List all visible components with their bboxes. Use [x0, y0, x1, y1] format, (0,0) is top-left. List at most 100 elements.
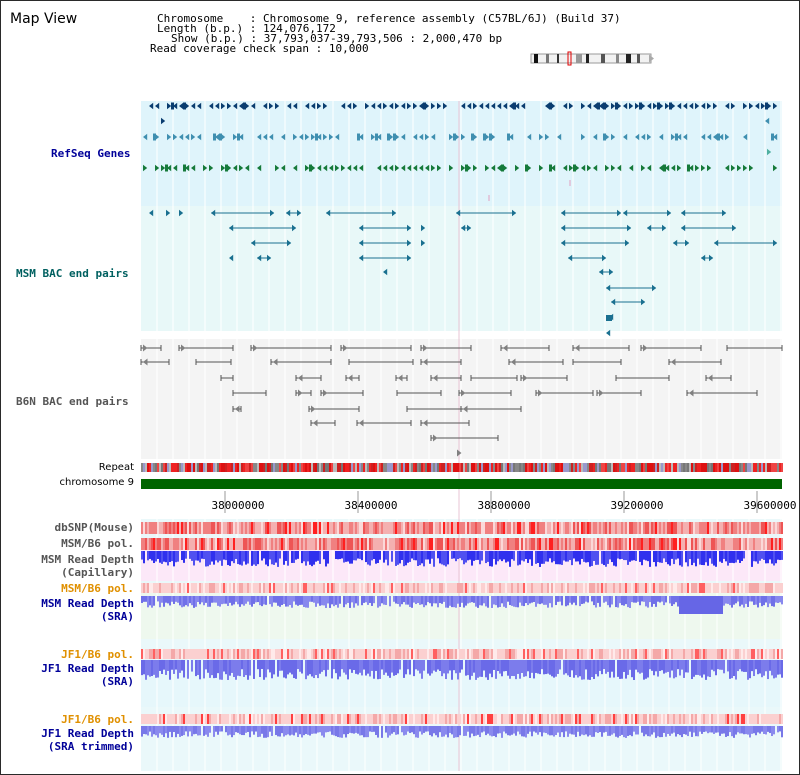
depth-bar [219, 596, 221, 607]
heat-cell [251, 714, 253, 724]
refseq-gene-exon [603, 102, 606, 110]
heat-cell [213, 714, 215, 724]
depth-bar [715, 551, 717, 567]
depth-bar [669, 726, 671, 736]
depth-bar [443, 726, 445, 737]
heat-cell [255, 583, 257, 593]
repeat-segment [229, 463, 231, 472]
heat-cell [697, 714, 699, 724]
heat-cell [741, 583, 743, 593]
depth-bar [199, 726, 201, 736]
depth-bar [753, 726, 755, 734]
depth-bar [217, 726, 219, 735]
depth-bar [205, 726, 207, 735]
depth-bar [271, 660, 273, 679]
heat-cell [607, 538, 609, 550]
depth-bar [207, 596, 209, 607]
depth-bar [327, 660, 329, 670]
refseq-gene-arrow [461, 164, 466, 172]
heat-cell [679, 649, 681, 659]
heat-cell [219, 649, 221, 659]
depth-bar [419, 596, 421, 605]
heat-cell [333, 649, 335, 659]
msm-bac-end-arrow [292, 224, 297, 232]
heat-cell [643, 538, 645, 550]
refseq-gene-arrow [761, 102, 766, 110]
heat-cell [523, 522, 525, 534]
heat-cell [665, 649, 667, 659]
heat-cell [701, 522, 703, 534]
depth-bar [239, 596, 241, 607]
depth-bar [335, 660, 337, 674]
depth-bar [603, 596, 605, 603]
depth-bar [351, 660, 353, 673]
repeat-segment [497, 463, 499, 472]
depth-bar [189, 551, 191, 559]
depth-bar [541, 596, 543, 604]
refseq-gene-arrow [293, 164, 298, 172]
heat-cell [275, 714, 277, 724]
depth-bar [361, 551, 363, 561]
heat-cell [563, 714, 565, 724]
heat-cell [591, 583, 593, 593]
heat-cell [661, 538, 663, 550]
heat-cell [525, 649, 527, 659]
depth-bar [143, 660, 145, 675]
refseq-gene-arrow [599, 102, 604, 110]
depth-bar [635, 660, 637, 670]
heat-cell [217, 714, 219, 724]
depth-bar [255, 596, 257, 603]
depth-bar [497, 726, 499, 734]
heat-cell [295, 649, 297, 659]
heat-cell [769, 714, 771, 724]
repeat-segment [227, 463, 229, 472]
depth-bar [247, 660, 249, 680]
depth-bar [585, 596, 587, 602]
heat-cell [555, 522, 557, 534]
repeat-segment [587, 463, 589, 472]
heat-cell [361, 522, 363, 534]
repeat-segment [205, 463, 207, 472]
depth-bar [419, 551, 421, 566]
heat-cell [641, 649, 643, 659]
heat-cell [595, 649, 597, 659]
depth-bar [461, 596, 463, 603]
depth-bar [145, 660, 147, 680]
heat-cell [333, 522, 335, 534]
depth-bar [627, 551, 629, 565]
heat-cell [765, 538, 767, 550]
depth-bar [187, 596, 189, 607]
repeat-segment [297, 463, 299, 472]
refseq-gene-arrow [209, 164, 214, 172]
heat-cell [347, 649, 349, 659]
depth-bar [589, 726, 591, 736]
heat-cell [513, 522, 515, 534]
heat-cell [365, 714, 367, 724]
depth-bar [503, 660, 505, 672]
depth-bar [581, 660, 583, 680]
heat-cell [589, 714, 591, 724]
heat-cell [423, 583, 425, 593]
heat-cell [579, 714, 581, 724]
depth-bar [753, 596, 755, 605]
depth-bar [229, 596, 231, 603]
refseq-gene-arrow [611, 164, 616, 172]
depth-bar [231, 726, 233, 738]
depth-bar [581, 596, 583, 605]
depth-bar [253, 596, 255, 604]
heat-cell [299, 714, 301, 724]
repeat-segment [769, 463, 771, 472]
depth-bar [225, 551, 227, 561]
heat-cell [279, 538, 281, 550]
heat-cell [659, 522, 661, 534]
heat-cell [669, 714, 671, 724]
depth-bar [769, 551, 771, 560]
heat-cell [427, 714, 429, 724]
depth-bar [655, 726, 657, 738]
depth-bar [291, 726, 293, 735]
refseq-gene-arrow [317, 164, 322, 172]
depth-bar [289, 726, 291, 736]
heat-cell [295, 714, 297, 724]
depth-bar [409, 726, 411, 733]
